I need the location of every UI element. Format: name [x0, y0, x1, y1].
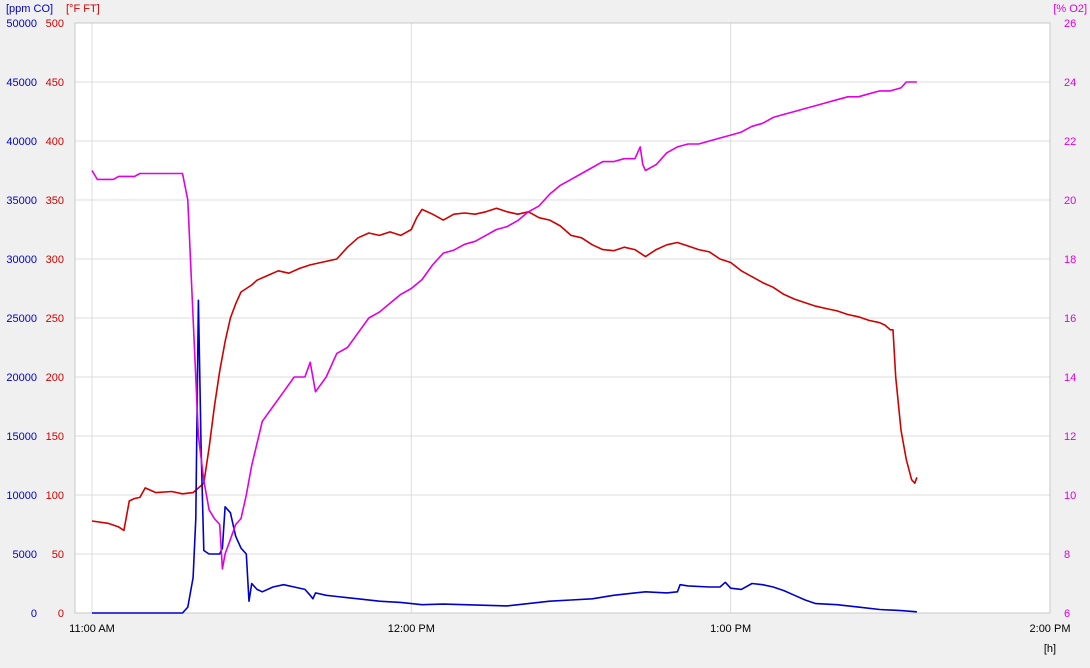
co-tick-label: 10000: [6, 490, 37, 502]
o2-tick-label: 26: [1064, 18, 1076, 30]
co-tick-label: 45000: [6, 77, 37, 89]
x-axis-label: [h]: [1044, 643, 1056, 655]
o2-tick-label: 6: [1064, 608, 1070, 620]
co-tick-label: 40000: [6, 136, 37, 148]
x-tick-label: 2:00 PM: [1030, 623, 1071, 635]
x-tick-label: 1:00 PM: [710, 623, 751, 635]
plot-border: [74, 22, 1051, 614]
temp-tick-label: 300: [46, 254, 64, 266]
o2-axis: 6 8 10 12 14 16 18 20 22 24 26: [1064, 18, 1076, 620]
series-group: [91, 81, 918, 614]
temp-tick-label: 50: [52, 549, 64, 561]
o2-tick-label: 18: [1064, 254, 1076, 266]
series-line-temp: [91, 207, 918, 532]
co-tick-label: 50000: [6, 18, 37, 30]
series-line-o2: [91, 81, 917, 570]
co-tick-label: 35000: [6, 195, 37, 207]
o2-tick-label: 14: [1064, 372, 1076, 384]
temp-tick-label: 150: [46, 431, 64, 443]
co-tick-label: 30000: [6, 254, 37, 266]
o2-tick-label: 8: [1064, 549, 1070, 561]
temp-axis-label: [°F FT]: [66, 3, 100, 15]
co-tick-label: 0: [31, 608, 37, 620]
temp-tick-label: 250: [46, 313, 64, 325]
co-tick-label: 25000: [6, 313, 37, 325]
co-tick-label: 15000: [6, 431, 37, 443]
o2-tick-label: 24: [1064, 77, 1076, 89]
co-tick-label: 5000: [13, 549, 37, 561]
o2-tick-label: 10: [1064, 490, 1076, 502]
temp-tick-label: 350: [46, 195, 64, 207]
temp-tick-label: 450: [46, 77, 64, 89]
series-line-co: [92, 299, 917, 614]
temp-tick-label: 0: [58, 608, 64, 620]
o2-tick-label: 16: [1064, 313, 1076, 325]
temp-axis: 0 50 100 150 200 250 300 350 400 450 500: [46, 18, 64, 620]
o2-tick-label: 22: [1064, 136, 1076, 148]
temp-tick-label: 200: [46, 372, 64, 384]
temp-tick-label: 400: [46, 136, 64, 148]
co-axis-label: [ppm CO]: [6, 3, 53, 15]
x-axis: 11:00 AM 12:00 PM 1:00 PM 2:00 PM: [69, 623, 1070, 635]
x-tick-label: 11:00 AM: [69, 623, 115, 635]
o2-axis-label: [% O2]: [1053, 3, 1087, 15]
o2-tick-label: 20: [1064, 195, 1076, 207]
o2-tick-label: 12: [1064, 431, 1076, 443]
x-tick-label: 12:00 PM: [388, 623, 435, 635]
temp-tick-label: 100: [46, 490, 64, 502]
grid: [74, 22, 1051, 614]
temp-tick-label: 500: [46, 18, 64, 30]
co-axis: 0 5000 10000 15000 20000 25000 30000 35000 40000…: [6, 18, 37, 620]
co-tick-label: 20000: [6, 372, 37, 384]
